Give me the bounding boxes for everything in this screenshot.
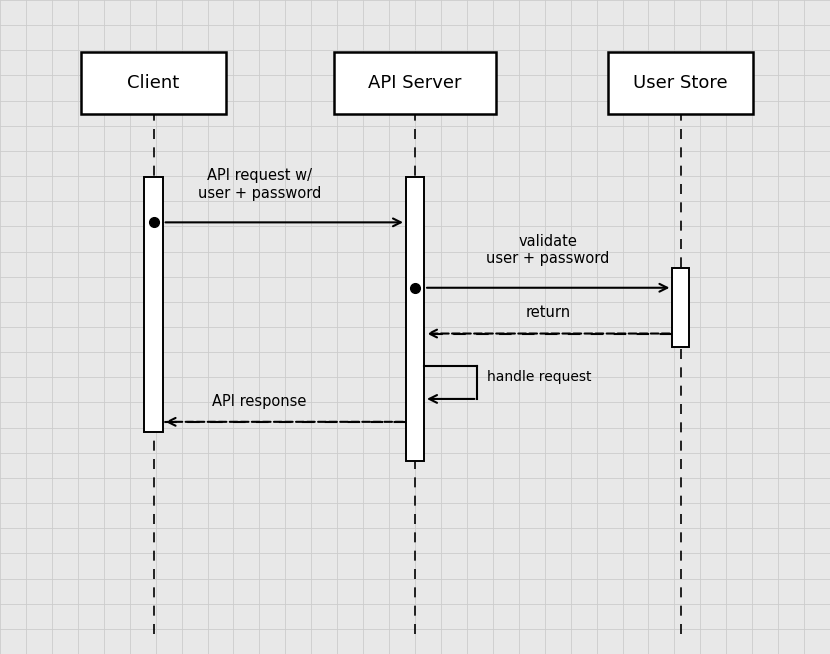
Text: API Server: API Server bbox=[369, 75, 461, 92]
Text: handle request: handle request bbox=[487, 370, 592, 385]
Text: user + password: user + password bbox=[198, 186, 321, 201]
Bar bbox=[406, 177, 424, 461]
Text: return: return bbox=[525, 305, 570, 320]
Bar bbox=[144, 177, 163, 432]
Text: Client: Client bbox=[128, 75, 179, 92]
Text: API response: API response bbox=[212, 394, 306, 409]
Bar bbox=[334, 52, 496, 114]
Bar bbox=[608, 52, 754, 114]
Bar bbox=[81, 52, 226, 114]
Text: API request w/: API request w/ bbox=[207, 168, 312, 183]
Text: User Store: User Store bbox=[633, 75, 728, 92]
Text: validate: validate bbox=[519, 233, 577, 249]
Text: user + password: user + password bbox=[486, 251, 609, 266]
Bar bbox=[672, 268, 689, 347]
